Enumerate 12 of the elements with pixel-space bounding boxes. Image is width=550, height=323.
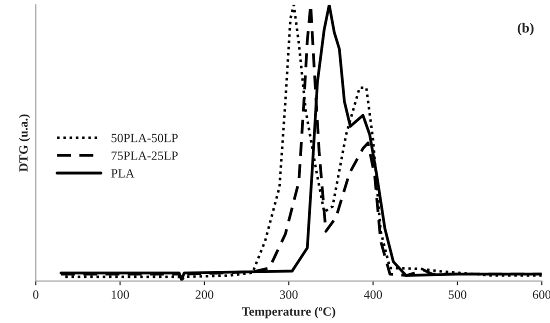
y-axis-title: DTG (u.a.) [18,114,30,172]
x-tick-label: 0 [33,290,38,299]
legend-label: 75PLA-25LP [112,152,178,160]
x-tick-label: 200 [196,290,214,299]
legend-label: 50PLA-50LP [112,134,178,142]
legend-label: PLA [111,169,134,178]
x-tick-label: 100 [112,290,129,299]
annotation: (b) [518,22,534,36]
x-tick-label: 300 [280,290,298,299]
x-tick-label: 400 [364,290,382,299]
x-tick-label: 500 [448,290,466,299]
x-axis-title: Temperature (ºC) [242,306,336,318]
